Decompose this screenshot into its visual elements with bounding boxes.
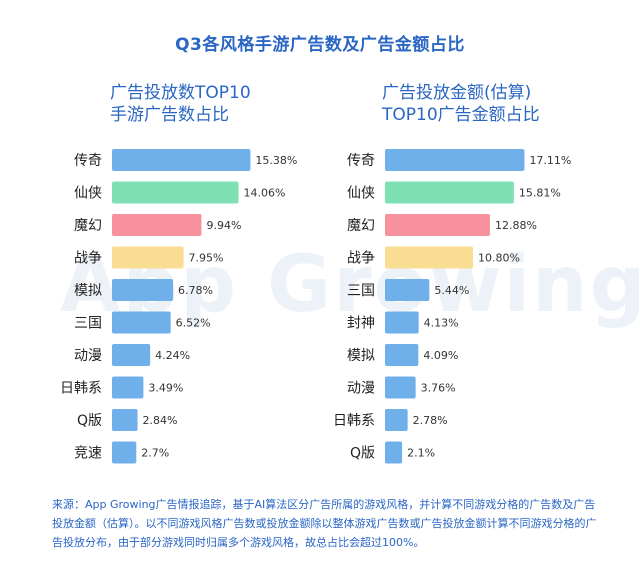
ad-count-category-label: 三国 bbox=[74, 316, 102, 332]
ad-spend-value-label: 12.88% bbox=[495, 219, 537, 232]
ad-spend-category-label: 日韩系 bbox=[333, 413, 375, 429]
ad-spend-value-label: 15.81% bbox=[519, 187, 561, 200]
ad-spend-title-line-2: TOP10广告金额占比 bbox=[382, 105, 540, 125]
ad-spend-category-label: 三国 bbox=[347, 283, 375, 299]
ad-spend-value-label: 2.78% bbox=[413, 414, 448, 427]
ad-count-value-label: 14.06% bbox=[244, 187, 286, 200]
ad-count-panel-title: 广告投放数TOP10 手游广告数占比 bbox=[110, 82, 251, 126]
ad-spend-category-label: Q版 bbox=[350, 446, 375, 462]
ad-spend-category-label: 传奇 bbox=[347, 152, 375, 169]
ad-spend-bar bbox=[385, 149, 525, 171]
ad-count-bar bbox=[112, 279, 174, 301]
ad-spend-value-label: 10.80% bbox=[478, 252, 520, 265]
ad-spend-bar-chart: 传奇 17.11% 仙侠 15.81% 魔幻 12.88% 战争 10.80% 三国 5.44% 封… bbox=[333, 149, 571, 464]
ad-count-category-label: 模拟 bbox=[74, 283, 102, 299]
ad-spend-value-label: 17.11% bbox=[529, 154, 571, 167]
source-note: 来源：App Growing广告情报追踪，基于AI算法区分广告所属的游戏风格，并… bbox=[52, 498, 597, 549]
ad-count-value-label: 2.7% bbox=[141, 447, 169, 460]
ad-spend-bar bbox=[385, 181, 514, 204]
ad-spend-category-label: 动漫 bbox=[347, 381, 375, 397]
ad-count-bar bbox=[112, 376, 144, 399]
ad-count-value-label: 7.95% bbox=[189, 252, 224, 265]
ad-spend-bar bbox=[385, 441, 403, 464]
ad-spend-bar bbox=[385, 246, 474, 269]
ad-count-bar bbox=[112, 441, 137, 464]
ad-spend-bar bbox=[385, 376, 416, 399]
ad-spend-category-label: 仙侠 bbox=[347, 186, 375, 202]
ad-count-title-line-1: 广告投放数TOP10 bbox=[110, 83, 251, 103]
ad-spend-value-label: 5.44% bbox=[434, 284, 469, 297]
ad-count-value-label: 15.38% bbox=[255, 154, 297, 167]
ad-spend-bar bbox=[385, 311, 419, 334]
ad-spend-category-label: 战争 bbox=[347, 251, 375, 267]
ad-spend-bar bbox=[385, 214, 490, 236]
ad-count-category-label: 动漫 bbox=[74, 348, 102, 364]
ad-count-category-label: 日韩系 bbox=[60, 381, 102, 397]
ad-spend-category-label: 模拟 bbox=[347, 348, 375, 364]
ad-count-value-label: 6.52% bbox=[176, 317, 211, 330]
chart-title: Q3各风格手游广告数及广告金额占比 bbox=[175, 35, 465, 55]
ad-spend-bar bbox=[385, 279, 430, 301]
ad-spend-title-line-1: 广告投放金额(估算) bbox=[382, 83, 532, 103]
ad-count-title-line-2: 手游广告数占比 bbox=[110, 105, 229, 125]
ad-spend-panel-title: 广告投放金额(估算) TOP10广告金额占比 bbox=[382, 82, 540, 126]
ad-count-category-label: 战争 bbox=[74, 251, 102, 267]
ad-count-bar bbox=[112, 149, 251, 171]
ad-count-value-label: 3.49% bbox=[148, 382, 183, 395]
ad-count-category-label: 竞速 bbox=[74, 445, 102, 462]
ad-count-bar bbox=[112, 214, 202, 236]
ad-count-value-label: 6.78% bbox=[178, 284, 213, 297]
ad-spend-bar bbox=[385, 344, 419, 366]
ad-count-bar bbox=[112, 311, 171, 334]
ad-count-bar bbox=[112, 246, 184, 269]
ad-spend-category-label: 魔幻 bbox=[347, 218, 375, 234]
ad-spend-category-label: 封神 bbox=[347, 316, 375, 332]
ad-count-bar bbox=[112, 344, 151, 366]
ad-spend-value-label: 4.13% bbox=[424, 317, 459, 330]
ad-spend-value-label: 4.09% bbox=[423, 349, 458, 362]
ad-count-value-label: 4.24% bbox=[155, 349, 190, 362]
ad-spend-value-label: 3.76% bbox=[421, 382, 456, 395]
ad-spend-bar bbox=[385, 409, 408, 431]
ad-count-bar-chart: 传奇 15.38% 仙侠 14.06% 魔幻 9.94% 战争 7.95% 模拟 6.78% 三国 6… bbox=[60, 149, 297, 464]
ad-count-category-label: 传奇 bbox=[74, 152, 102, 169]
ad-count-value-label: 9.94% bbox=[206, 219, 241, 232]
ad-count-category-label: 魔幻 bbox=[74, 218, 102, 234]
ad-count-bar bbox=[112, 409, 138, 431]
ad-count-value-label: 2.84% bbox=[143, 414, 178, 427]
ad-spend-value-label: 2.1% bbox=[407, 447, 435, 460]
ad-count-category-label: 仙侠 bbox=[74, 186, 102, 202]
ad-count-bar bbox=[112, 181, 239, 204]
ad-count-category-label: Q版 bbox=[77, 413, 102, 429]
